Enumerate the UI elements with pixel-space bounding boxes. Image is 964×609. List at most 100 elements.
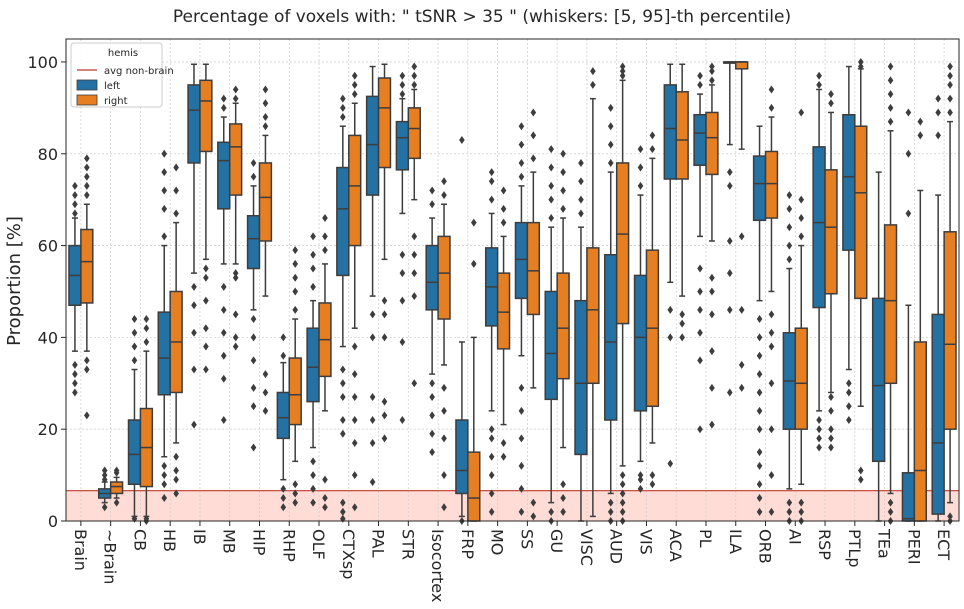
outlier-point	[619, 471, 626, 480]
outlier-point	[679, 310, 685, 319]
outlier-point	[113, 498, 120, 507]
outlier-point	[786, 507, 793, 516]
outlier-point	[131, 315, 138, 324]
box-right-Brain	[80, 154, 94, 420]
x-tick-label: CB	[130, 529, 149, 551]
box-left-~Brain	[97, 466, 112, 512]
outlier-point	[381, 310, 388, 319]
outlier-point	[548, 195, 554, 204]
box-iqr	[496, 272, 511, 350]
outlier-point	[709, 383, 715, 392]
box-left-PERI	[901, 108, 916, 522]
x-tick-label: MO	[488, 529, 507, 555]
outlier-point	[322, 232, 328, 241]
box-right-PL	[705, 62, 719, 429]
outlier-point	[173, 163, 179, 172]
outlier-point	[756, 370, 763, 379]
outlier-point	[322, 494, 328, 503]
outlier-point	[488, 452, 495, 461]
outlier-point	[399, 80, 406, 89]
outlier-point	[72, 379, 78, 388]
outlier-point	[637, 475, 644, 484]
outlier-point	[399, 90, 406, 99]
outlier-point	[84, 365, 90, 374]
outlier-point	[161, 168, 168, 177]
outlier-point	[518, 434, 525, 443]
outlier-point	[399, 296, 406, 305]
outlier-point	[441, 503, 447, 512]
outlier-point	[756, 480, 763, 489]
outlier-point	[84, 411, 90, 420]
outlier-point	[84, 191, 90, 200]
outlier-point	[738, 383, 745, 392]
outlier-point	[578, 158, 584, 167]
outlier-point	[679, 333, 685, 342]
outlier-point	[340, 498, 346, 507]
outlier-point	[351, 503, 358, 512]
box-right-VISC	[586, 67, 600, 518]
outlier-point	[786, 223, 793, 232]
outlier-point	[441, 191, 447, 200]
outlier-point	[84, 181, 90, 190]
outlier-point	[637, 181, 644, 190]
outlier-point	[488, 489, 495, 498]
box-left-TEa	[871, 171, 886, 522]
outlier-point	[887, 76, 894, 85]
outlier-point	[607, 507, 614, 516]
chart-title: Percentage of voxels with: " tSNR > 35 "…	[173, 7, 791, 27]
outlier-point	[173, 475, 179, 484]
outlier-point	[816, 425, 822, 434]
outlier-point	[828, 99, 834, 108]
outlier-point	[488, 471, 495, 480]
box-right-RHP	[288, 246, 302, 507]
x-tick-label: ORB	[756, 529, 775, 564]
legend-swatch-left	[76, 79, 98, 91]
y-tick-label: 100	[27, 53, 58, 72]
outlier-point	[619, 62, 626, 71]
outlier-point	[411, 232, 418, 241]
box-iqr	[675, 91, 689, 180]
outlier-point	[250, 172, 257, 181]
outlier-point	[798, 507, 805, 516]
outlier-point	[816, 80, 822, 89]
outlier-point	[351, 80, 358, 89]
outlier-point	[947, 94, 953, 103]
x-tick-label: IB	[190, 529, 209, 545]
outlier-point	[697, 328, 703, 337]
box-iqr	[157, 311, 171, 396]
outlier-point	[756, 494, 763, 503]
outlier-point	[578, 209, 584, 218]
outlier-point	[530, 498, 537, 507]
outlier-point	[697, 71, 703, 80]
outlier-point	[768, 103, 775, 112]
outlier-point	[500, 204, 507, 213]
outlier-point	[726, 388, 733, 397]
outlier-point	[697, 305, 703, 314]
outlier-point	[947, 80, 953, 89]
x-tick-label: Brain	[71, 529, 90, 571]
box-iqr	[913, 341, 928, 522]
outlier-point	[101, 503, 108, 512]
outlier-point	[846, 402, 852, 411]
outlier-point	[846, 416, 852, 425]
outlier-point	[709, 273, 715, 282]
box-iqr	[127, 419, 142, 486]
outlier-point	[756, 507, 763, 516]
box-iqr	[288, 357, 302, 426]
box-iqr	[306, 327, 320, 403]
box-right-ILA	[735, 61, 749, 392]
outlier-point	[607, 158, 614, 167]
outlier-point	[84, 356, 90, 365]
outlier-point	[381, 397, 388, 406]
outlier-point	[471, 218, 477, 227]
y-axis-label: Proportion [%]	[4, 216, 25, 346]
outlier-point	[768, 328, 775, 337]
outlier-point	[191, 365, 197, 374]
outlier-point	[411, 71, 418, 80]
box-left-ACA	[663, 63, 677, 468]
box-left-MO	[484, 168, 499, 516]
box-right-MO	[496, 186, 511, 461]
box-iqr	[407, 107, 421, 160]
outlier-point	[310, 471, 316, 480]
outlier-point	[697, 264, 703, 273]
